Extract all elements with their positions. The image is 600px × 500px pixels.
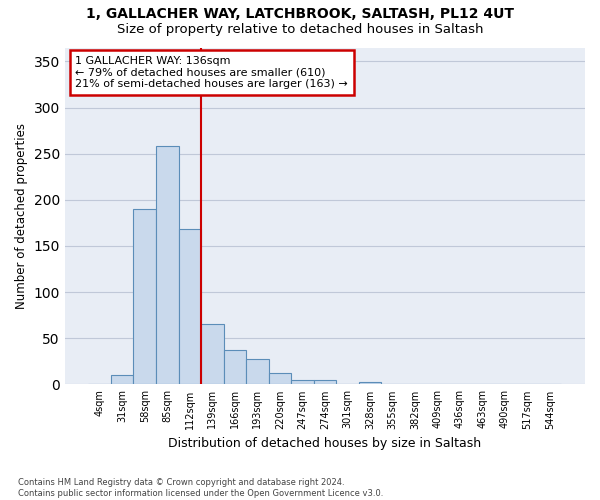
Bar xyxy=(133,209,156,384)
Bar xyxy=(314,380,336,384)
Bar xyxy=(246,358,269,384)
Text: Size of property relative to detached houses in Saltash: Size of property relative to detached ho… xyxy=(117,22,483,36)
Bar xyxy=(291,380,314,384)
Text: Contains HM Land Registry data © Crown copyright and database right 2024.
Contai: Contains HM Land Registry data © Crown c… xyxy=(18,478,383,498)
Bar xyxy=(359,382,381,384)
Bar xyxy=(201,324,224,384)
Y-axis label: Number of detached properties: Number of detached properties xyxy=(15,123,28,309)
Bar xyxy=(179,230,201,384)
Text: 1, GALLACHER WAY, LATCHBROOK, SALTASH, PL12 4UT: 1, GALLACHER WAY, LATCHBROOK, SALTASH, P… xyxy=(86,8,514,22)
Text: 1 GALLACHER WAY: 136sqm
← 79% of detached houses are smaller (610)
21% of semi-d: 1 GALLACHER WAY: 136sqm ← 79% of detache… xyxy=(75,56,348,89)
X-axis label: Distribution of detached houses by size in Saltash: Distribution of detached houses by size … xyxy=(169,437,481,450)
Bar xyxy=(111,375,133,384)
Bar xyxy=(269,374,291,384)
Bar xyxy=(224,350,246,384)
Bar xyxy=(156,146,179,384)
